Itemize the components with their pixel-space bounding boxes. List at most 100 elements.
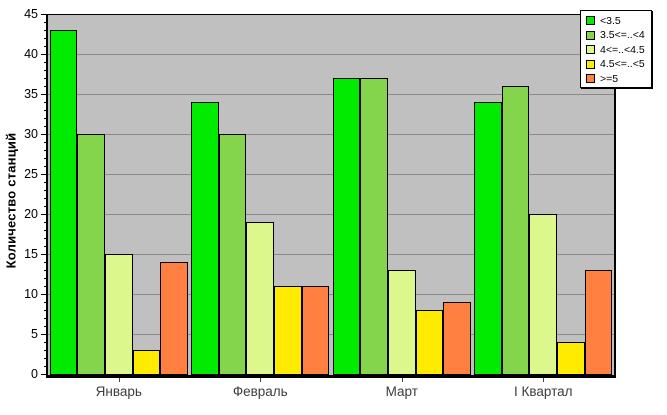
y-minor-tick-16 (44, 246, 46, 247)
gridline-40 (48, 54, 614, 55)
y-axis-label-30: 30 (24, 127, 38, 141)
y-minor-tick-21 (44, 206, 46, 207)
y-minor-tick-26 (44, 166, 46, 167)
y-minor-tick-39 (44, 62, 46, 63)
bar-I Квартал-4<=..<4.5 (529, 214, 558, 375)
y-axis-label-25: 25 (24, 167, 38, 181)
gridline-25 (48, 174, 614, 175)
y-minor-tick-19 (44, 222, 46, 223)
x-tick-Февраль (260, 378, 262, 382)
plot-area (46, 14, 616, 378)
y-minor-tick-18 (44, 230, 46, 231)
bar-Январь-4<=..<4.5 (104, 254, 133, 375)
bar-Февраль-3.5<=..<4 (218, 134, 247, 375)
y-minor-tick-32 (44, 118, 46, 119)
bar-Январь-4.5<=..<5 (132, 350, 161, 375)
y-minor-tick-12 (44, 278, 46, 279)
x-axis-label-Январь: Январь (95, 384, 142, 399)
gridline-35 (48, 94, 614, 95)
y-major-tick-30 (41, 134, 46, 135)
x-tick-Март (401, 378, 403, 382)
bar-Февраль-<3.5 (191, 102, 219, 375)
y-minor-tick-11 (44, 286, 46, 287)
gridline-20 (48, 214, 614, 215)
y-minor-tick-7 (44, 318, 46, 319)
y-major-tick-45 (41, 14, 46, 15)
y-minor-tick-44 (44, 22, 46, 23)
y-minor-tick-4 (44, 342, 46, 343)
bar-Март-4.5<=..<5 (415, 310, 444, 375)
bar-Январь-<3.5 (49, 30, 78, 375)
y-minor-tick-36 (44, 86, 46, 87)
y-minor-tick-33 (44, 110, 46, 111)
bar-I Квартал->=5 (584, 270, 613, 375)
x-tick-I Квартал (543, 378, 545, 382)
y-axis-label-15: 15 (24, 247, 38, 261)
legend: <3.5 3.5<=..<4 4<=..<4.5 4.5<=..<5 >=5 (580, 10, 652, 88)
bar-Январь-3.5<=..<4 (77, 134, 105, 375)
bar-I Квартал-3.5<=..<4 (501, 86, 530, 375)
y-minor-tick-3 (44, 350, 46, 351)
y-major-tick-15 (41, 254, 46, 255)
x-axis-label-Март: Март (385, 384, 418, 399)
y-minor-tick-37 (44, 78, 46, 79)
y-minor-tick-17 (44, 238, 46, 239)
y-minor-tick-29 (44, 142, 46, 143)
gridline-5 (48, 334, 614, 335)
bar-Февраль->=5 (301, 286, 330, 375)
y-axis-label-0: 0 (31, 367, 38, 381)
y-minor-tick-43 (44, 30, 46, 31)
legend-item-4.5<=..<5: 4.5<=..<5 (586, 58, 645, 70)
y-minor-tick-6 (44, 326, 46, 327)
x-tick-Январь (118, 378, 120, 382)
legend-swatch-icon (586, 59, 595, 69)
y-minor-tick-42 (44, 38, 46, 39)
y-minor-tick-38 (44, 70, 46, 71)
legend-swatch-icon (586, 74, 595, 83)
y-major-tick-25 (41, 174, 46, 175)
x-axis-label-I Квартал: I Квартал (513, 384, 573, 399)
legend-label: >=5 (600, 72, 619, 85)
y-minor-tick-1 (44, 366, 46, 367)
bar-Март-3.5<=..<4 (360, 78, 388, 375)
legend-swatch-icon (586, 16, 595, 25)
y-major-tick-20 (41, 214, 46, 215)
y-major-tick-10 (41, 294, 46, 295)
legend-swatch-icon (586, 45, 595, 54)
bar-Март-<3.5 (332, 78, 361, 375)
y-axis-label-40: 40 (24, 47, 38, 61)
y-major-tick-5 (41, 334, 46, 335)
legend-item-3.5<=..<4: 3.5<=..<4 (586, 29, 645, 41)
y-minor-tick-27 (44, 158, 46, 159)
y-axis-label-5: 5 (31, 327, 38, 341)
y-minor-tick-13 (44, 270, 46, 271)
legend-label: 3.5<=..<4 (600, 29, 645, 41)
y-minor-tick-24 (44, 182, 46, 183)
legend-item-4<=..<4.5: 4<=..<4.5 (586, 44, 645, 56)
bar-Январь->=5 (160, 262, 188, 375)
y-minor-tick-41 (44, 46, 46, 47)
y-minor-tick-8 (44, 310, 46, 311)
bar-I Квартал-<3.5 (474, 102, 502, 375)
gridline-15 (48, 254, 614, 255)
y-axis-label-20: 20 (24, 207, 38, 221)
y-minor-tick-22 (44, 198, 46, 199)
legend-label: 4.5<=..<5 (600, 58, 645, 70)
y-minor-tick-34 (44, 102, 46, 103)
y-minor-tick-2 (44, 358, 46, 359)
bar-Февраль-4<=..<4.5 (246, 222, 275, 375)
legend-item->=5: >=5 (586, 72, 645, 85)
y-minor-tick-28 (44, 150, 46, 151)
y-minor-tick-31 (44, 126, 46, 127)
y-axis-label-10: 10 (24, 287, 38, 301)
legend-swatch-icon (586, 30, 595, 40)
y-axis-label-45: 45 (24, 7, 38, 21)
legend-label: <3.5 (600, 14, 621, 27)
bar-I Квартал-4.5<=..<5 (557, 342, 585, 375)
y-minor-tick-14 (44, 262, 46, 263)
gridline-30 (48, 134, 614, 135)
bar-Март-4<=..<4.5 (387, 270, 416, 375)
legend-item-<3.5: <3.5 (586, 14, 645, 27)
y-major-tick-40 (41, 54, 46, 55)
